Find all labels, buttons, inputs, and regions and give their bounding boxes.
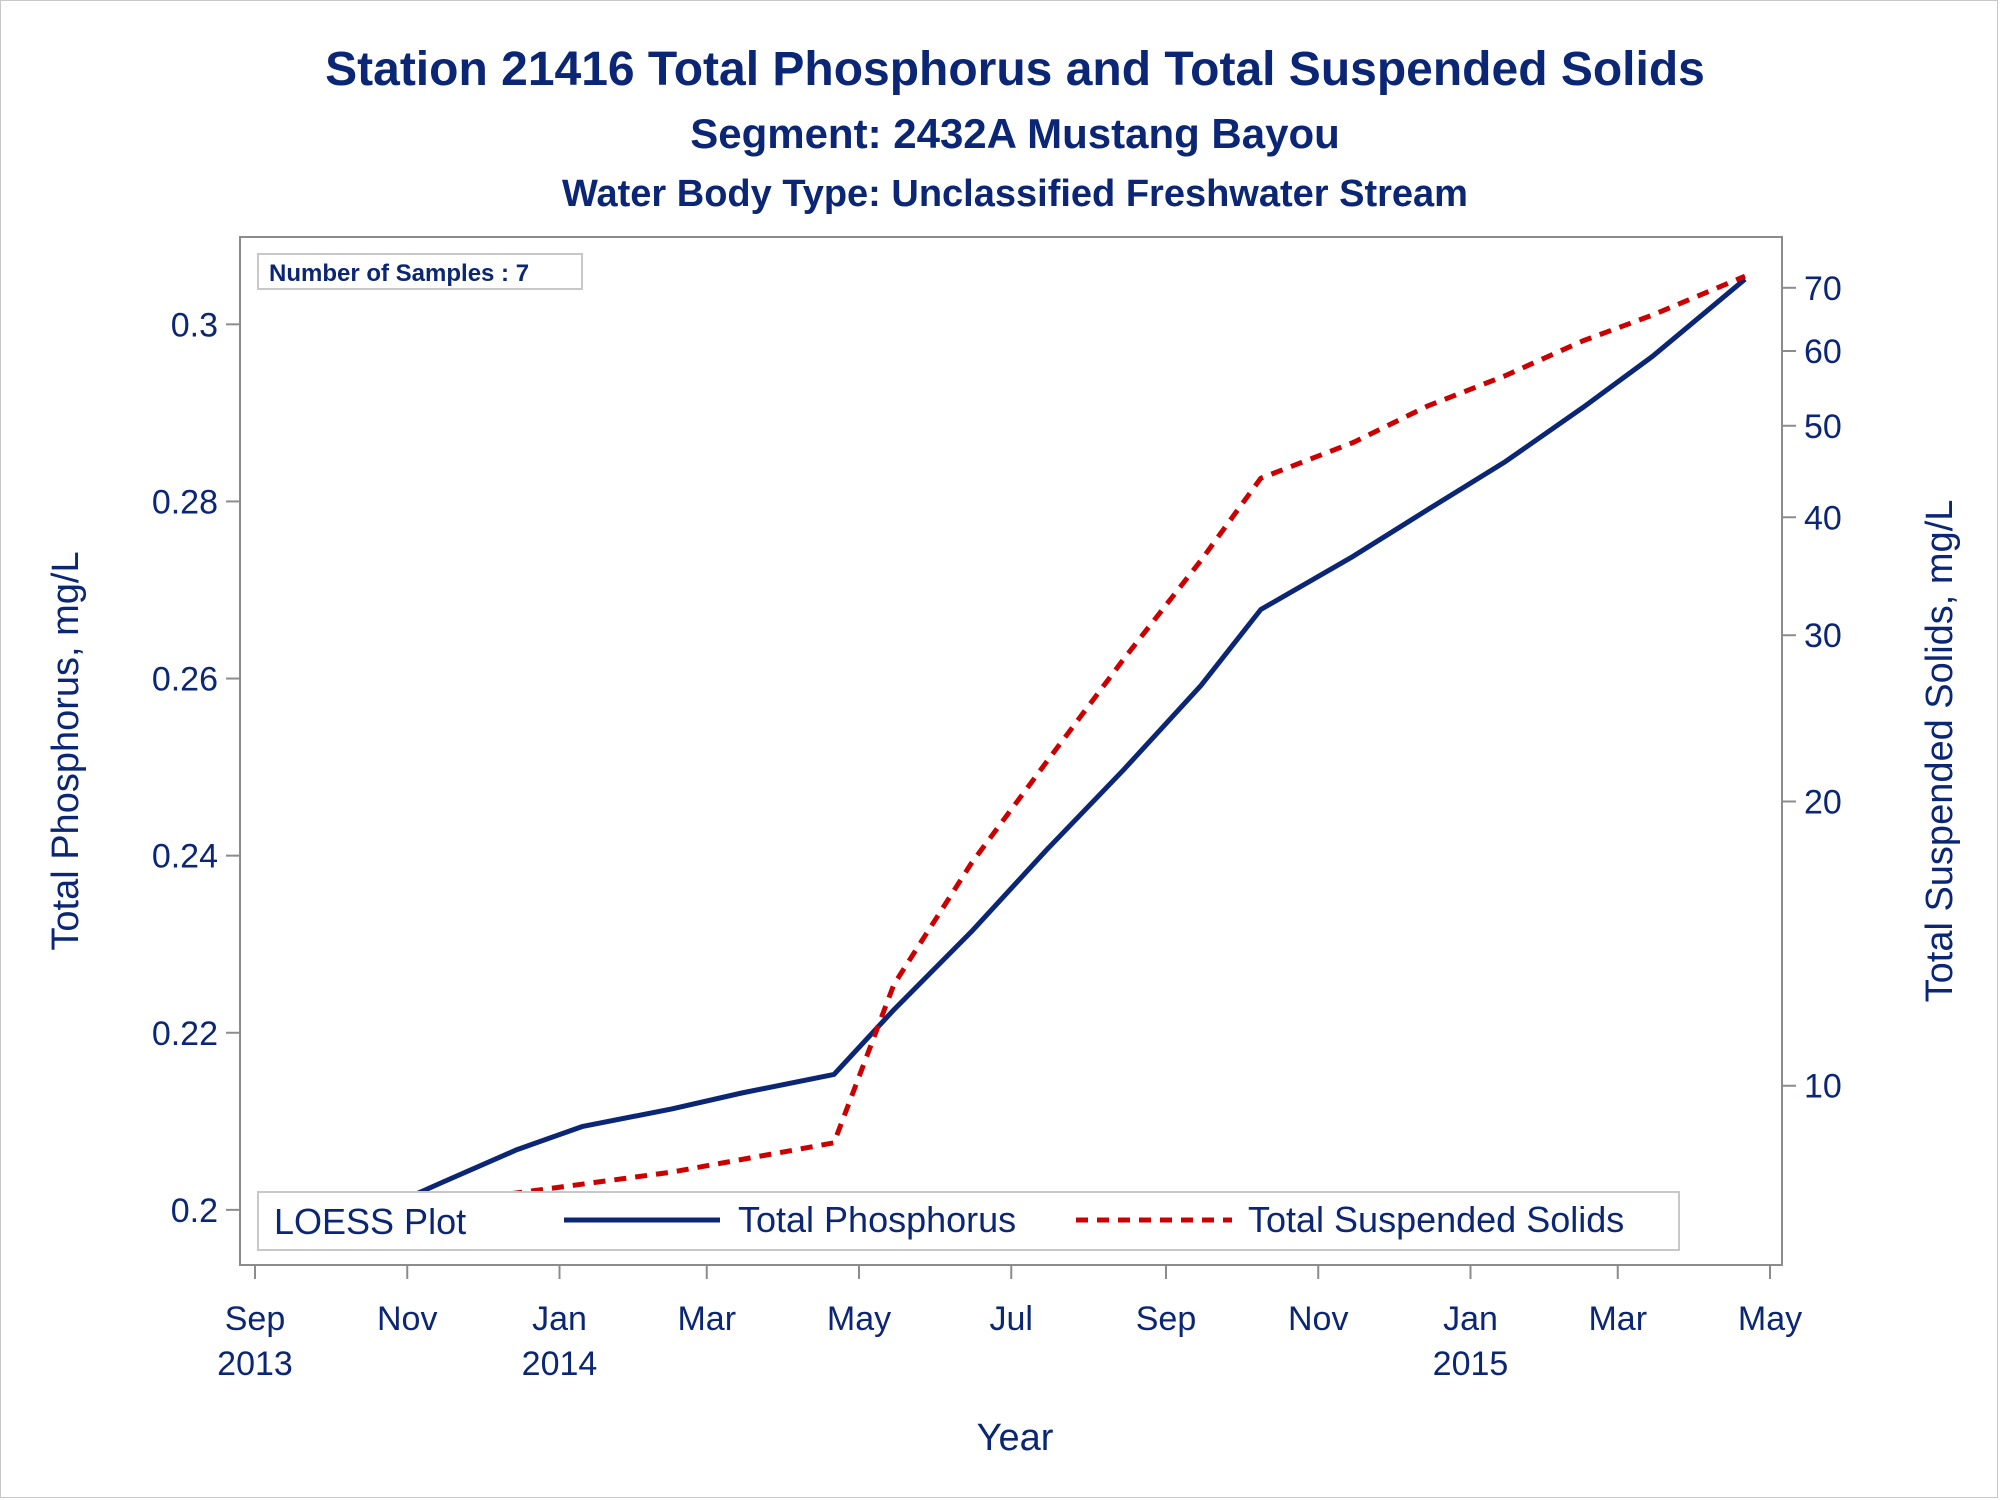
series-line-total-suspended-solids: [364, 273, 1746, 1218]
chart-subtitle-2: Water Body Type: Unclassified Freshwater…: [562, 173, 1468, 215]
sample-count-text: Number of Samples : 7: [269, 260, 529, 287]
y2-tick-label-5: 60: [1804, 333, 1842, 371]
x-tick-label-4: May: [827, 1300, 891, 1338]
x-tick-label-10: May: [1738, 1300, 1802, 1338]
y-axis-left: 0.2 0.22 0.24 0.26 0.28 0.3: [152, 306, 240, 1230]
x-tick-label-2: Jan: [532, 1300, 587, 1338]
y2-tick-label-3: 40: [1804, 499, 1842, 537]
x-tick-year-2: 2014: [522, 1345, 598, 1383]
y-tick-label-2: 0.24: [152, 838, 218, 876]
x-tick-label-9: Mar: [1588, 1300, 1647, 1338]
legend-box: [257, 1191, 1680, 1251]
x-tick-label-5: Jul: [990, 1300, 1033, 1338]
series-layer: [363, 273, 1747, 1220]
y-tick-label-3: 0.26: [152, 661, 218, 699]
x-tick-year-8: 2015: [1433, 1345, 1509, 1383]
x-tick-label-1: Nov: [377, 1300, 437, 1338]
y-tick-label-5: 0.3: [171, 306, 218, 344]
y-axis-label: Total Phosphorus, mg/L: [45, 551, 87, 950]
y-tick-label-4: 0.28: [152, 483, 218, 521]
y-tick-label-0: 0.2: [171, 1192, 218, 1230]
plot-area: [239, 236, 1783, 1266]
x-axis-label: Year: [977, 1417, 1054, 1459]
legend: LOESS Plot Total Phosphorus Total Suspen…: [257, 1191, 1680, 1251]
x-tick-label-0: Sep: [225, 1300, 286, 1338]
legend-title: LOESS Plot: [274, 1201, 466, 1242]
y2-tick-label-2: 30: [1804, 617, 1842, 655]
chart-title: Station 21416 Total Phosphorus and Total…: [325, 43, 1705, 96]
x-tick-year-0: 2013: [217, 1345, 293, 1383]
y2-tick-label-4: 50: [1804, 408, 1842, 446]
x-tick-label-3: Mar: [677, 1300, 736, 1338]
y2-tick-label-1: 20: [1804, 784, 1842, 822]
x-axis: Sep 2013 Nov Jan 2014 Mar May Jul Sep Nov Jan 2015 M…: [217, 1264, 1802, 1383]
legend-label-total-suspended-solids: Total Suspended Solids: [1248, 1199, 1624, 1240]
x-tick-label-7: Nov: [1288, 1300, 1348, 1338]
sample-count-inset: Number of Samples : 7: [257, 253, 583, 290]
y2-tick-label-0: 10: [1804, 1068, 1842, 1106]
y-axis-right: 10 20 30 40 50 60 70: [1782, 270, 1842, 1106]
legend-label-total-phosphorus: Total Phosphorus: [738, 1199, 1016, 1240]
chart-subtitle: Segment: 2432A Mustang Bayou: [690, 110, 1340, 157]
x-tick-label-6: Sep: [1136, 1300, 1197, 1338]
x-tick-label-8: Jan: [1443, 1300, 1498, 1338]
y2-axis-label: Total Suspended Solids, mg/L: [1919, 500, 1961, 1003]
y2-tick-label-6: 70: [1804, 270, 1842, 308]
series-line-total-phosphorus: [363, 277, 1747, 1220]
y-tick-label-1: 0.22: [152, 1015, 218, 1053]
